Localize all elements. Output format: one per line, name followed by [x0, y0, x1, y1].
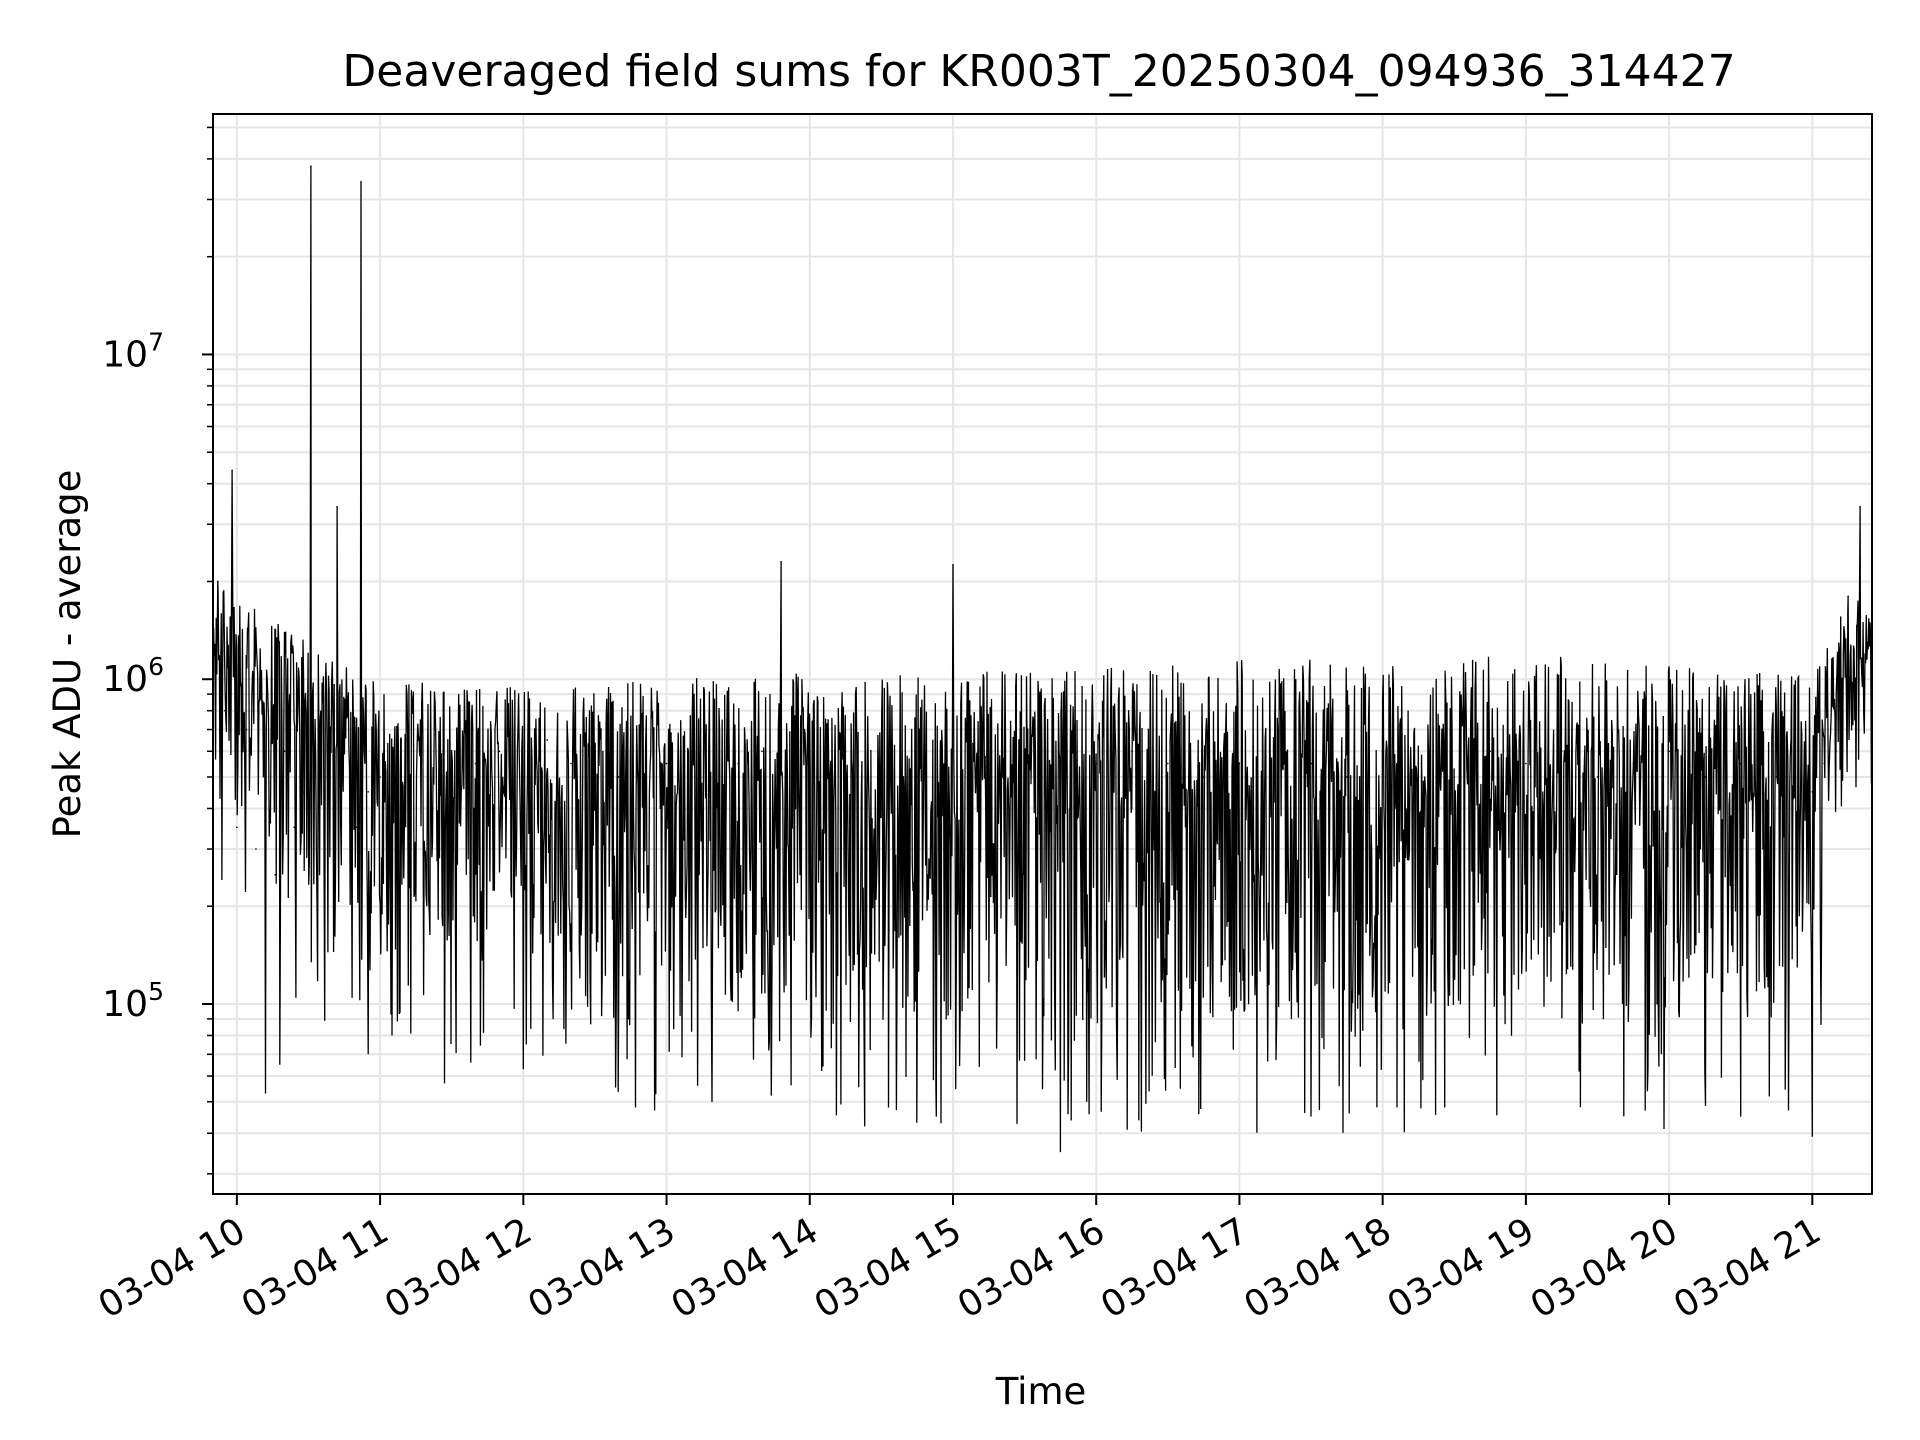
data-point	[665, 762, 668, 765]
data-point	[1835, 750, 1837, 753]
data-point	[224, 709, 226, 712]
data-point	[1525, 762, 1527, 765]
data-point	[498, 750, 501, 753]
data-point	[343, 750, 346, 753]
data-point	[1453, 776, 1456, 778]
data-point	[231, 469, 233, 472]
data-point	[367, 791, 369, 793]
data-point	[336, 505, 338, 508]
data-point	[570, 762, 572, 765]
data-point	[689, 750, 692, 753]
data-point	[1167, 762, 1169, 765]
chart-title: Deaveraged field sums for KR003T_2025030…	[342, 46, 1735, 97]
data-point	[236, 826, 238, 829]
data-point	[1668, 750, 1670, 753]
data-point	[1095, 762, 1098, 765]
data-point	[319, 776, 322, 778]
data-point	[880, 762, 883, 765]
data-point	[1310, 762, 1312, 765]
data-point	[1596, 776, 1599, 778]
data-point	[1131, 750, 1133, 753]
data-point	[1823, 762, 1826, 765]
y-tick-label: 105	[102, 977, 164, 1025]
data-point	[1274, 750, 1277, 753]
data-point	[987, 762, 990, 765]
data-point	[1059, 776, 1062, 778]
data-point	[808, 762, 811, 765]
data-point	[1859, 505, 1861, 508]
data-point	[761, 750, 763, 753]
data-series	[212, 165, 1873, 1153]
data-point	[293, 826, 295, 829]
data-point	[952, 564, 954, 566]
data-point	[641, 739, 644, 741]
data-point	[1704, 776, 1706, 778]
data-point	[360, 181, 362, 183]
data-point	[274, 873, 276, 876]
y-axis: 105 106 107	[102, 126, 213, 1175]
series-line	[212, 166, 1873, 1153]
data-point	[283, 750, 286, 753]
data-point	[1202, 776, 1205, 778]
data-point	[474, 762, 477, 765]
data-point	[1560, 750, 1563, 753]
data-point	[379, 776, 381, 778]
data-point	[1381, 750, 1384, 753]
data-point	[1632, 762, 1635, 765]
data-point	[1811, 791, 1814, 793]
data-point	[450, 776, 453, 778]
data-point	[594, 750, 596, 753]
data-point	[255, 848, 257, 850]
x-axis-label: Time	[995, 1370, 1087, 1413]
data-point	[326, 848, 329, 850]
data-point	[797, 776, 799, 778]
data-point	[427, 750, 429, 753]
data-point	[713, 776, 716, 778]
data-point	[1023, 750, 1026, 753]
data-point	[916, 776, 918, 778]
data-point	[522, 776, 525, 778]
data-point	[844, 750, 847, 753]
data-point	[245, 728, 248, 731]
plot-area-frame	[212, 113, 1873, 1195]
data-point	[302, 791, 305, 793]
data-point	[1238, 762, 1241, 765]
data-point	[1739, 762, 1742, 765]
data-point	[737, 762, 739, 765]
data-point	[617, 776, 620, 778]
y-axis-label: Peak ADU - average	[46, 470, 89, 839]
data-point	[216, 580, 219, 583]
data-point	[355, 826, 358, 829]
data-point	[780, 560, 782, 563]
data-point	[1346, 776, 1348, 778]
data-point	[1775, 776, 1778, 778]
data-point	[1847, 595, 1849, 598]
data-point	[1417, 762, 1420, 765]
data-point	[264, 807, 267, 810]
data-point	[403, 807, 405, 810]
data-point	[546, 739, 548, 741]
y-tick-label: 106	[102, 652, 164, 700]
data-point	[310, 165, 312, 167]
y-tick-label: 107	[102, 327, 164, 375]
data-point	[1489, 750, 1491, 753]
